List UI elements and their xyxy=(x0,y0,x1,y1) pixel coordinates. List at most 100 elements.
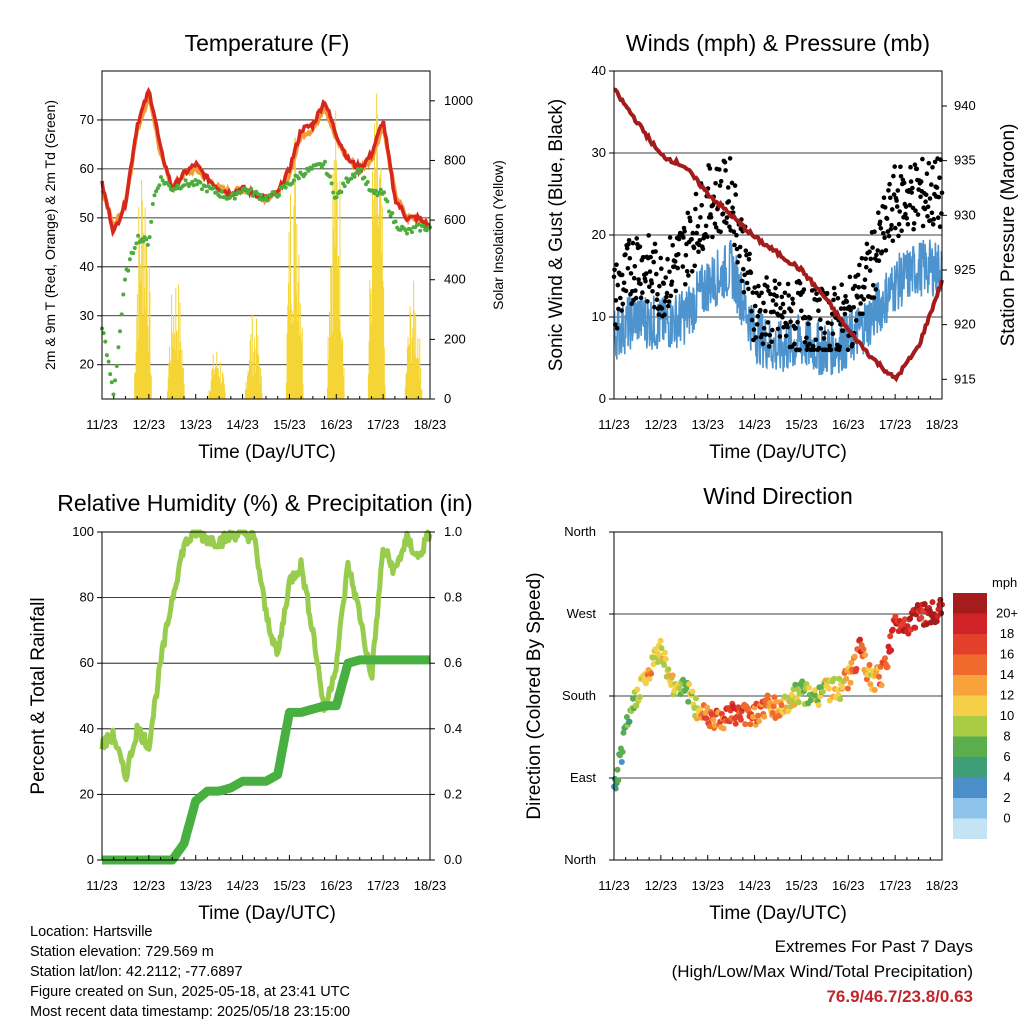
gust-point xyxy=(814,291,819,297)
dewpoint-point xyxy=(160,178,165,183)
gust-point xyxy=(749,308,754,314)
gust-point xyxy=(685,210,691,216)
gust-point xyxy=(913,208,918,213)
dewpoint-point xyxy=(323,159,327,164)
gust-point xyxy=(691,245,697,251)
humidity-xtick-label: 18/23 xyxy=(414,878,447,893)
gust-point xyxy=(657,283,662,289)
direction-point xyxy=(888,647,895,654)
temperature-ytick-label: 30 xyxy=(80,308,94,323)
gust-point xyxy=(883,248,889,253)
sonic-wind-line xyxy=(613,239,943,376)
direction-ylabel-left: Direction (Colored By Speed) xyxy=(524,572,545,819)
gust-point xyxy=(743,248,749,253)
gust-point xyxy=(779,294,785,300)
dewpoint-point xyxy=(421,223,426,228)
temperature-ytick-label: 60 xyxy=(80,161,94,176)
dewpoint-point xyxy=(121,292,126,297)
temperature-y2tick-label: 800 xyxy=(444,152,466,167)
gust-point xyxy=(802,340,808,345)
gust-point xyxy=(654,271,659,277)
dewpoint-point xyxy=(127,257,132,262)
gust-point xyxy=(623,252,628,257)
gust-point xyxy=(839,282,844,288)
solar-insolation-line xyxy=(134,180,152,399)
legend-label: 6 xyxy=(1003,749,1010,764)
direction-point xyxy=(756,718,762,724)
winds-y2tick-label: 925 xyxy=(954,262,976,277)
gust-point xyxy=(881,195,887,200)
gust-point xyxy=(627,255,633,261)
gust-point xyxy=(855,295,860,300)
dewpoint-point xyxy=(183,178,188,183)
gust-point xyxy=(638,281,643,287)
dewpoint-point xyxy=(405,231,409,236)
temperature-y2tick-label: 600 xyxy=(444,212,466,227)
gust-point xyxy=(774,293,779,299)
direction-xtick-label: 11/23 xyxy=(598,878,630,893)
gust-point xyxy=(868,256,873,262)
gust-point xyxy=(666,299,672,304)
direction-point xyxy=(860,646,867,653)
station-pressure-line xyxy=(613,87,944,383)
dewpoint-point xyxy=(147,235,152,240)
dewpoint-point xyxy=(193,178,198,182)
gust-point xyxy=(891,192,897,197)
gust-point xyxy=(895,188,901,193)
gust-point xyxy=(771,309,776,315)
gust-point xyxy=(904,216,909,221)
gust-point xyxy=(855,272,861,278)
gust-point xyxy=(788,308,794,314)
direction-point xyxy=(862,652,869,658)
dewpoint-point xyxy=(359,167,364,171)
gust-point xyxy=(818,326,824,331)
gust-point xyxy=(763,308,768,314)
gust-point xyxy=(623,288,629,294)
gust-point xyxy=(664,294,669,300)
direction-point xyxy=(844,685,851,692)
gust-point xyxy=(651,259,656,265)
legend-swatch xyxy=(953,654,987,675)
legend-label: 12 xyxy=(1000,688,1014,703)
gust-point xyxy=(856,285,861,290)
gust-point xyxy=(835,296,841,301)
dewpoint-point xyxy=(268,194,273,199)
direction-point xyxy=(839,684,846,691)
gust-point xyxy=(722,160,728,165)
direction-xtick-label: 16/23 xyxy=(832,878,865,893)
gust-point xyxy=(848,307,853,313)
legend-swatch xyxy=(953,736,987,757)
gust-point xyxy=(646,233,651,238)
gust-point xyxy=(886,233,892,239)
direction-point xyxy=(693,695,699,702)
direction-point xyxy=(867,681,874,688)
gust-point xyxy=(755,313,761,319)
gust-point xyxy=(686,273,691,278)
extremes-box: Extremes For Past 7 Days (High/Low/Max W… xyxy=(672,934,973,1009)
direction-point xyxy=(615,777,622,784)
gust-point xyxy=(896,233,901,239)
gust-point xyxy=(626,238,632,243)
gust-point xyxy=(700,246,706,252)
gust-point xyxy=(758,307,763,313)
dewpoint-point xyxy=(255,192,260,197)
gust-point xyxy=(804,335,809,341)
gust-point xyxy=(876,258,882,264)
gust-point xyxy=(841,306,847,311)
gust-point xyxy=(710,234,715,240)
gust-point xyxy=(751,327,757,332)
gust-point xyxy=(656,312,662,317)
gust-point xyxy=(741,290,747,295)
winds-xtick-label: 15/23 xyxy=(785,417,818,432)
gust-point xyxy=(845,347,851,353)
temperature-y2tick-label: 200 xyxy=(444,331,466,346)
gust-point xyxy=(672,259,678,264)
direction-point xyxy=(884,663,891,670)
direction-panel: Wind Direction NorthEastSouthWestNorth11… xyxy=(524,483,1018,924)
gust-point xyxy=(668,293,674,299)
gust-point xyxy=(763,332,769,337)
gust-point xyxy=(881,231,886,236)
gust-point xyxy=(867,249,872,254)
dewpoint-point xyxy=(219,189,224,194)
dewpoint-point xyxy=(424,228,429,233)
